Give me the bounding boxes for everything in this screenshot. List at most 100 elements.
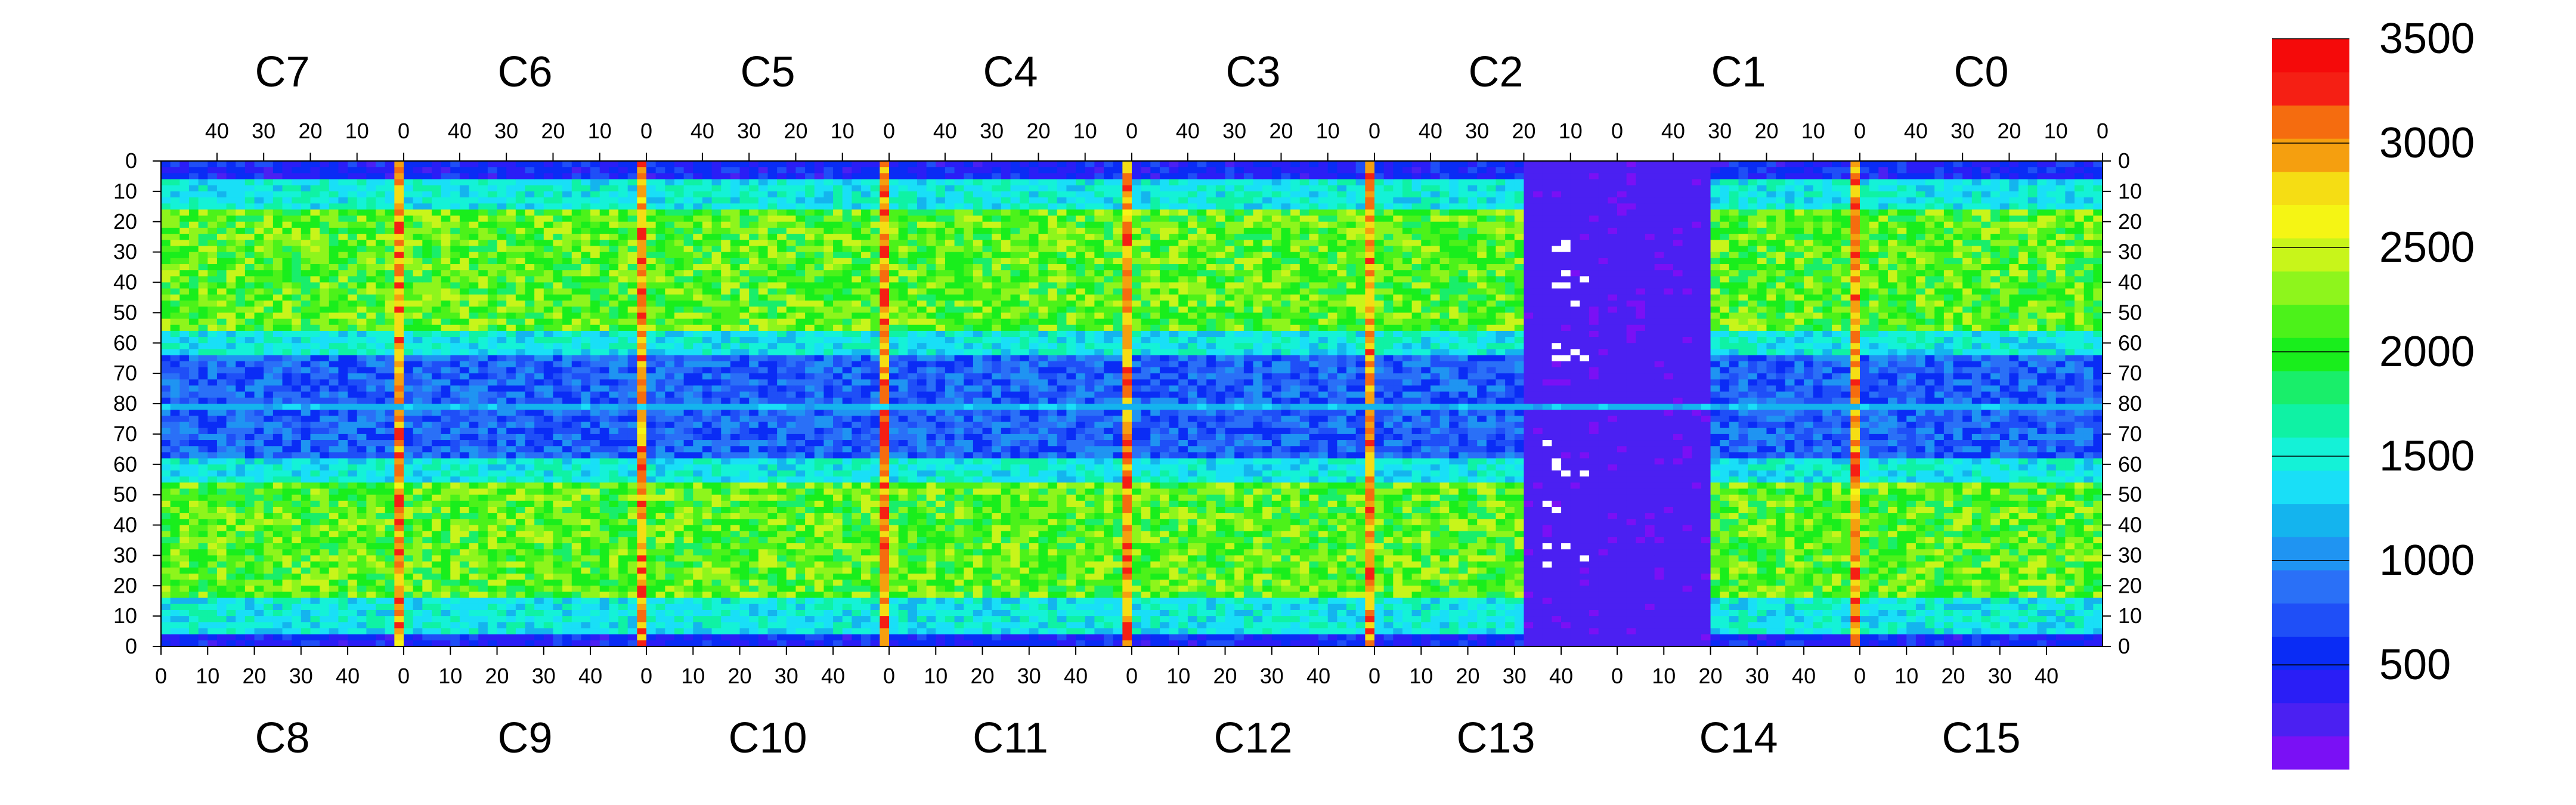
heatmap-cell — [422, 215, 432, 222]
heatmap-cell — [711, 373, 722, 380]
heatmap-cell — [236, 404, 246, 410]
heatmap-cell — [264, 391, 274, 398]
heatmap-cell — [618, 525, 628, 532]
heatmap-cell — [515, 452, 526, 459]
heatmap-cell — [478, 422, 488, 429]
heatmap-cell — [459, 197, 470, 204]
heatmap-cell — [282, 531, 292, 538]
heatmap-cell — [627, 270, 637, 277]
heatmap-cell — [198, 628, 208, 635]
heatmap-cell — [739, 367, 750, 374]
heatmap-cell — [320, 476, 330, 483]
heatmap-cell — [562, 519, 572, 526]
heatmap-cell — [693, 519, 703, 526]
heatmap-cell — [273, 525, 283, 532]
heatmap-cell — [655, 519, 665, 526]
heatmap-cell — [188, 458, 199, 465]
heatmap-cell — [282, 373, 292, 380]
heatmap-cell — [292, 616, 302, 623]
heatmap-cell — [236, 464, 246, 471]
heatmap-cell — [487, 609, 498, 617]
heatmap-cell — [469, 197, 479, 204]
heatmap-cell — [366, 609, 376, 617]
heatmap-cell — [179, 282, 190, 289]
heatmap-cell — [525, 500, 535, 507]
heatmap-cell — [216, 318, 227, 326]
heatmap-cell — [562, 264, 572, 271]
heatmap-cell — [497, 355, 507, 362]
heatmap-cell — [562, 440, 572, 447]
heatmap-cell — [739, 252, 750, 259]
heatmap-cell — [348, 209, 358, 216]
heatmap-cell — [413, 500, 423, 507]
heatmap-cell — [198, 549, 208, 556]
heatmap-cell — [469, 306, 479, 313]
heatmap-cell — [534, 161, 544, 168]
heatmap-cell — [301, 622, 311, 629]
heatmap-cell — [422, 543, 432, 550]
heatmap-cell — [161, 422, 171, 429]
heatmap-cell — [320, 349, 330, 356]
heatmap-cell — [674, 476, 685, 483]
heatmap-cell — [413, 525, 423, 532]
heatmap-cell — [599, 622, 609, 629]
heatmap-cell — [404, 282, 414, 289]
heatmap-cell — [693, 609, 703, 617]
heatmap-cell — [655, 312, 665, 320]
heatmap-cell — [543, 404, 554, 410]
heatmap-cell — [179, 324, 190, 332]
heatmap-cell — [534, 179, 544, 186]
heatmap-cell — [627, 592, 637, 599]
heatmap-cell — [226, 385, 236, 392]
heatmap-cell — [198, 404, 208, 410]
heatmap-cell — [571, 167, 582, 174]
heatmap-cell — [282, 434, 292, 441]
heatmap-cell — [515, 476, 526, 483]
heatmap-cell — [478, 343, 488, 350]
heatmap-cell — [338, 573, 348, 580]
heatmap-cell — [216, 185, 227, 192]
heatmap-cell — [292, 330, 302, 338]
heatmap-cell — [161, 373, 171, 380]
heatmap-cell — [244, 488, 255, 496]
heatmap-cell — [348, 603, 358, 611]
heatmap-cell — [693, 343, 703, 350]
heatmap-cell — [273, 258, 283, 265]
heatmap-cell — [450, 294, 460, 301]
heatmap-cell — [422, 476, 432, 483]
heatmap-cell — [394, 440, 404, 447]
heatmap-cell — [208, 434, 218, 441]
heatmap-cell — [655, 191, 665, 198]
heatmap-cell — [730, 246, 741, 253]
heatmap-cell — [674, 197, 685, 204]
heatmap-cell — [264, 227, 274, 234]
heatmap-cell — [264, 592, 274, 599]
heatmap-cell — [329, 609, 339, 617]
heatmap-cell — [590, 404, 600, 410]
heatmap-cell — [590, 276, 600, 283]
heatmap-cell — [376, 270, 386, 277]
heatmap-cell — [357, 343, 367, 350]
heatmap-cell — [646, 586, 657, 593]
heatmap-cell — [469, 391, 479, 398]
heatmap-cell — [665, 173, 675, 180]
heatmap-cell — [161, 592, 171, 599]
heatmap-cell — [338, 586, 348, 593]
heatmap-cell — [693, 640, 703, 647]
heatmap-cell — [236, 282, 246, 289]
heatmap-cell — [469, 580, 479, 586]
heatmap-cell — [413, 555, 423, 562]
heatmap-cell — [515, 246, 526, 253]
heatmap-cell — [711, 603, 722, 611]
heatmap-cell — [497, 525, 507, 532]
heatmap-cell — [273, 592, 283, 599]
heatmap-cell — [711, 422, 722, 429]
heatmap-cell — [216, 580, 227, 586]
heatmap-cell — [264, 440, 274, 447]
heatmap-cell — [292, 446, 302, 453]
heatmap-cell — [571, 227, 582, 234]
heatmap-cell — [254, 361, 264, 368]
heatmap-cell — [161, 264, 171, 271]
heatmap-cell — [244, 609, 255, 617]
heatmap-cell — [665, 227, 675, 234]
